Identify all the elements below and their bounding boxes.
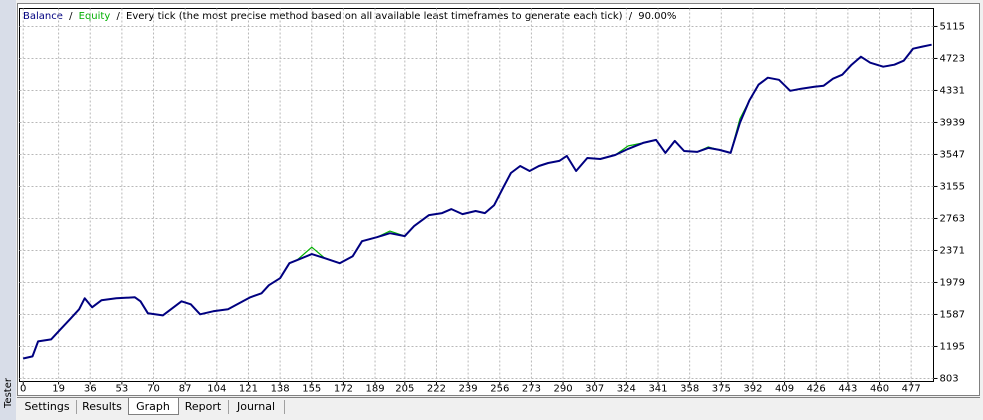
separator: / — [116, 11, 120, 22]
model-text: Every tick (the most precise method base… — [126, 11, 623, 22]
y-tick-label: 4331 — [940, 85, 965, 96]
x-tick-label: 426 — [807, 384, 826, 395]
separator: / — [69, 11, 73, 22]
y-tick-label: 3155 — [940, 181, 965, 192]
x-tick-label: 70 — [147, 384, 160, 395]
x-tick-label: 358 — [680, 384, 699, 395]
x-tick-label: 53 — [116, 384, 129, 395]
y-tick-label: 5115 — [940, 21, 965, 32]
x-tick-label: 409 — [775, 384, 794, 395]
tab[interactable]: Report — [185, 400, 222, 413]
x-tick-label: 256 — [490, 384, 509, 395]
series-line — [22, 43, 932, 360]
x-tick-label: 375 — [712, 384, 731, 395]
y-tick-label: 1195 — [940, 341, 965, 352]
x-tick-label: 87 — [179, 384, 192, 395]
x-tick-label: 324 — [617, 384, 636, 395]
tab[interactable]: Journal — [236, 400, 275, 413]
chart-panel — [17, 3, 980, 396]
x-tick-label: 443 — [838, 384, 857, 395]
x-tick-label: 341 — [648, 384, 667, 395]
chart-header: Balance / Equity / Every tick (the most … — [23, 11, 676, 22]
y-tick-label: 1979 — [940, 277, 965, 288]
x-tick-label: 172 — [334, 384, 353, 395]
panel-title: Tester — [3, 377, 14, 409]
x-tick-label: 104 — [207, 384, 226, 395]
plot-frame — [19, 8, 934, 382]
side-bar — [0, 0, 16, 420]
y-tick-label: 1587 — [940, 309, 965, 320]
y-tick-label: 803 — [940, 373, 959, 384]
x-tick-label: 307 — [585, 384, 604, 395]
x-tick-label: 19 — [52, 384, 65, 395]
x-tick-label: 273 — [522, 384, 541, 395]
y-tick-label: 2371 — [940, 245, 965, 256]
tab[interactable]: Graph — [136, 400, 170, 413]
x-tick-label: 0 — [20, 384, 26, 395]
separator: / — [629, 11, 633, 22]
x-tick-label: 155 — [302, 384, 321, 395]
x-tick-label: 222 — [427, 384, 446, 395]
tab-bar: Settings Results Graph Report Journal — [24, 397, 285, 415]
x-tick-label: 138 — [271, 384, 290, 395]
y-tick-label: 3939 — [940, 117, 965, 128]
legend-equity: Equity — [79, 11, 111, 22]
x-tick-label: 36 — [84, 384, 97, 395]
tab[interactable]: Settings — [24, 400, 69, 413]
y-tick-label: 3547 — [940, 149, 965, 160]
x-tick-label: 121 — [239, 384, 258, 395]
x-tick-label: 460 — [870, 384, 889, 395]
legend-balance: Balance — [23, 11, 63, 22]
quality-text: 90.00% — [638, 11, 676, 22]
x-tick-label: 205 — [395, 384, 414, 395]
x-tick-label: 290 — [554, 384, 573, 395]
x-tick-label: 477 — [902, 384, 921, 395]
x-tick-label: 189 — [366, 384, 385, 395]
x-tick-label: 239 — [459, 384, 478, 395]
tab-active — [128, 397, 179, 415]
tab[interactable]: Results — [82, 400, 122, 413]
x-tick-label: 392 — [743, 384, 762, 395]
y-tick-label: 4723 — [940, 53, 965, 64]
y-tick-label: 2763 — [940, 213, 965, 224]
